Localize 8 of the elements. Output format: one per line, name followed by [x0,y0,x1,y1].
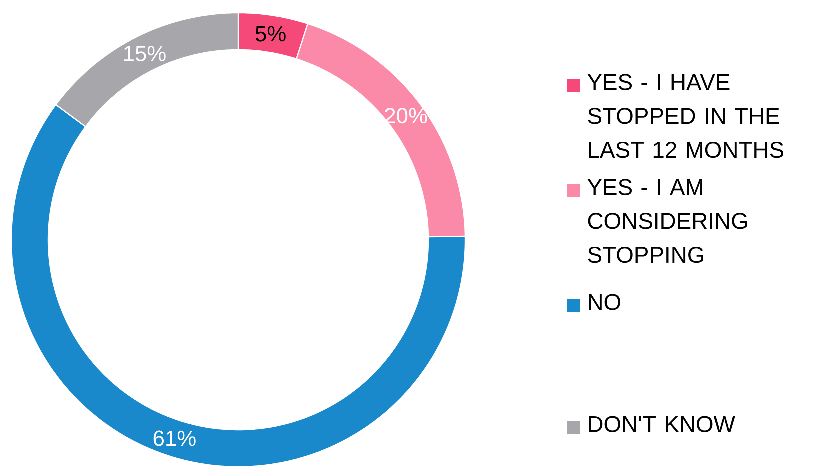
legend-label: DON'T KNOW [589,416,736,432]
legend-label: NO [589,294,620,310]
data-label: 20% [385,108,428,124]
data-label: 61% [154,430,196,446]
data-label: 15% [124,46,166,62]
legend-label: YES - I AM CONSIDERING STOPPING [588,179,748,264]
data-label: 5% [256,26,286,42]
legend-label: YES - I HAVE STOPPED IN THE LAST 12 MONTHS [588,74,784,158]
